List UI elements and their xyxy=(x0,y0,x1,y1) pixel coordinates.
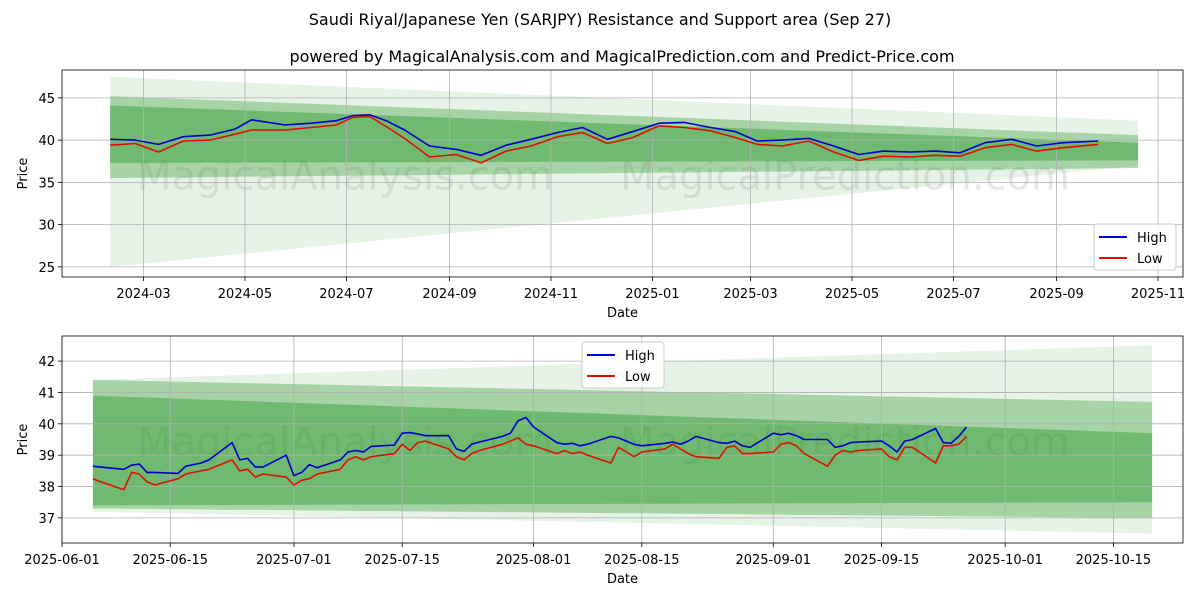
x-tick-label: 2025-09-15 xyxy=(844,553,920,568)
series-group xyxy=(92,416,968,491)
y-tick-label: 41 xyxy=(38,386,55,401)
tick-group: 2025-06-01 2025-06-15 2025-07-01 2025-07-15… xyxy=(24,355,1151,568)
x-tick-label: 2025-10-01 xyxy=(967,553,1043,568)
legend: High Low xyxy=(581,341,665,389)
x-tick-label: 2025-01 xyxy=(625,287,679,302)
y-tick-label: 35 xyxy=(38,176,55,191)
x-tick-label: 2024-09 xyxy=(422,287,476,302)
watermark-group: MagicalAnalysis.com MagicalPrediction.com xyxy=(137,420,1070,466)
x-tick-label: 2025-05 xyxy=(825,287,879,302)
y-tick-label: 40 xyxy=(38,418,55,433)
series-group xyxy=(110,114,1099,164)
x-axis-label: Date xyxy=(607,572,638,587)
x-tick-label: 2024-11 xyxy=(524,287,578,302)
watermark-text: MagicalAnalysis.com xyxy=(137,420,553,466)
series-line-high xyxy=(110,114,1099,157)
y-tick-label: 25 xyxy=(38,261,55,276)
x-tick-label: 2025-07-01 xyxy=(256,553,332,568)
tick-group: 2024-03 2024-05 2024-07 2024-09 2024-11 2025-… xyxy=(38,92,1185,302)
x-tick-label: 2025-09 xyxy=(1029,287,1083,302)
chart-panel-2: MagicalAnalysis.com MagicalPrediction.com… xyxy=(16,335,1184,587)
x-tick-label: 2024-07 xyxy=(319,287,373,302)
y-tick-label: 30 xyxy=(38,219,55,234)
y-axis-label: Price xyxy=(16,424,31,456)
legend-label-low: Low xyxy=(1137,252,1163,267)
support-resistance-band xyxy=(110,76,1139,267)
chart-title: Saudi Riyal/Japanese Yen (SARJPY) Resist… xyxy=(309,10,891,29)
chart-subtitle: powered by MagicalAnalysis.com and Magic… xyxy=(289,47,954,66)
x-tick-label: 2025-11 xyxy=(1131,287,1185,302)
x-tick-label: 2024-03 xyxy=(116,287,170,302)
x-tick-label: 2025-03 xyxy=(723,287,777,302)
y-tick-label: 37 xyxy=(38,512,55,527)
watermark-text: MagicalPrediction.com xyxy=(620,420,1070,466)
x-tick-label: 2025-07 xyxy=(926,287,980,302)
series-line-high xyxy=(92,416,968,477)
series-line-low xyxy=(92,435,968,491)
x-tick-label: 2025-07-15 xyxy=(364,553,440,568)
x-tick-label: 2025-08-15 xyxy=(604,553,680,568)
y-tick-label: 38 xyxy=(38,481,55,496)
series-line-low xyxy=(110,115,1099,164)
band-group xyxy=(110,76,1139,267)
x-tick-label: 2025-08-01 xyxy=(496,553,572,568)
watermark-text: MagicalPrediction.com xyxy=(620,154,1070,200)
x-tick-label: 2025-06-01 xyxy=(24,553,100,568)
legend: High Low xyxy=(1093,223,1177,271)
x-tick-label: 2024-05 xyxy=(218,287,272,302)
legend-label-high: High xyxy=(1137,231,1167,246)
plot-frame xyxy=(61,69,1184,278)
x-axis-label: Date xyxy=(607,306,638,321)
x-tick-label: 2025-10-15 xyxy=(1076,553,1152,568)
y-tick-label: 45 xyxy=(38,92,55,107)
y-tick-label: 40 xyxy=(38,134,55,149)
x-tick-label: 2025-09-01 xyxy=(735,553,811,568)
y-tick-label: 42 xyxy=(38,355,55,370)
legend-label-high: High xyxy=(625,349,655,364)
chart-panel-1: MagicalAnalysis.com MagicalPrediction.com… xyxy=(16,69,1185,321)
y-tick-label: 39 xyxy=(38,449,55,464)
x-tick-label: 2025-06-15 xyxy=(132,553,208,568)
legend-label-low: Low xyxy=(625,370,651,385)
plot-frame xyxy=(61,335,1184,544)
y-axis-label: Price xyxy=(16,158,31,190)
